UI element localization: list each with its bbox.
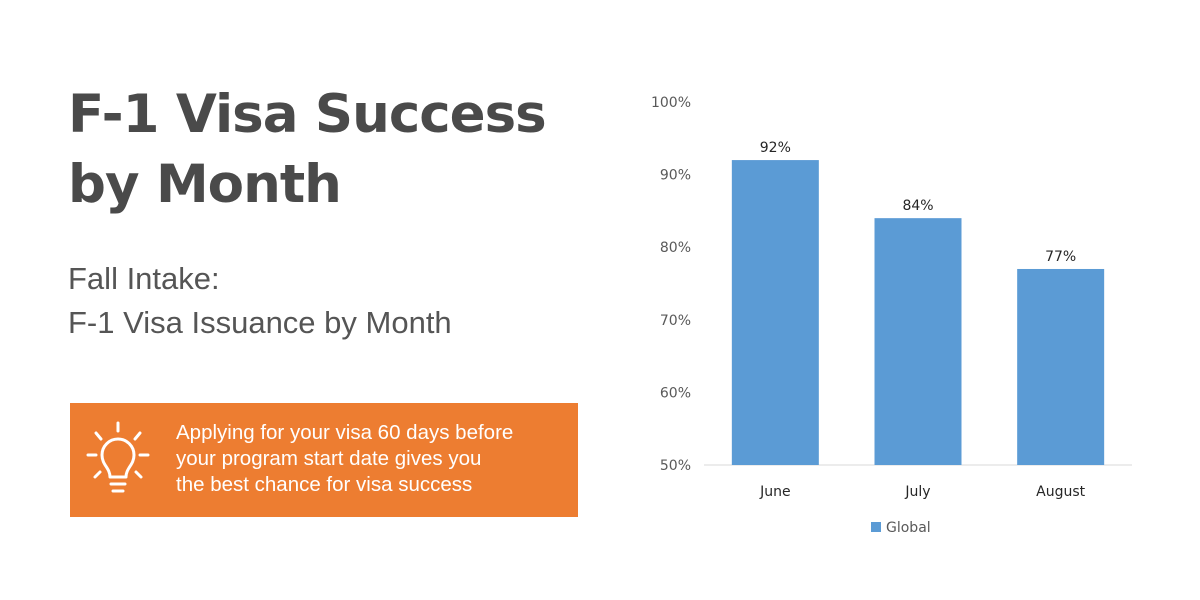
bar-june (731, 160, 819, 465)
tip-line-3: the best chance for visa success (176, 473, 473, 496)
x-tick-label: July (904, 484, 930, 500)
data-label: 92% (760, 140, 791, 156)
legend-label: Global (886, 520, 931, 536)
y-tick-label: 50% (660, 458, 691, 474)
legend-swatch (871, 522, 881, 532)
page-subtitle: Fall Intake: F-1 Visa Issuance by Month (68, 257, 588, 345)
y-tick-label: 100% (651, 95, 691, 111)
subtitle-line-2: F-1 Visa Issuance by Month (68, 305, 452, 340)
x-tick-label: June (759, 484, 791, 500)
title-line-2: by Month (68, 154, 342, 215)
y-tick-label: 80% (660, 240, 691, 256)
data-label: 77% (1045, 249, 1076, 265)
data-label: 84% (902, 198, 933, 214)
subtitle-line-1: Fall Intake: (68, 261, 220, 296)
x-tick-label: August (1036, 484, 1086, 500)
y-tick-label: 60% (660, 385, 691, 401)
tip-text: Applying for your visa 60 days before yo… (176, 420, 576, 498)
lightbulb-icon (86, 421, 150, 493)
y-tick-label: 70% (660, 313, 691, 329)
tip-callout: Applying for your visa 60 days before yo… (70, 403, 578, 517)
bar-august (1017, 268, 1105, 465)
page-title: F-1 Visa Success by Month (68, 80, 588, 220)
tip-line-1: Applying for your visa 60 days before (176, 421, 514, 444)
title-line-1: F-1 Visa Success (68, 84, 547, 145)
tip-line-2: your program start date gives you (176, 447, 482, 470)
bar-july (874, 218, 962, 465)
y-tick-label: 90% (660, 168, 691, 184)
bar-chart: 50% 60% 70% 80% 90% 100% 92% June 84% July 77% Augu… (651, 95, 1132, 536)
